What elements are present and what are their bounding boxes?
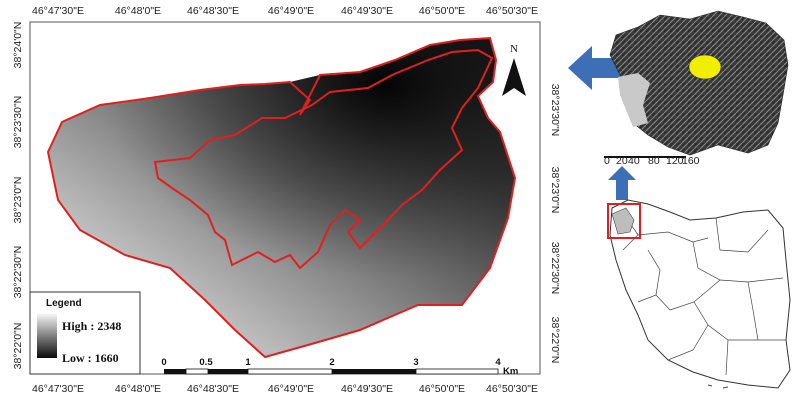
scale-bar-segment [415,368,499,375]
right-coord-label: 38°22'30"N [549,242,561,295]
left-coord-label: 38°22'0"N [12,323,24,370]
top-coord-label: 46°47'30"E [32,5,84,17]
scale-bar-segment [208,369,248,374]
province-borders [622,217,786,376]
watershed-dem-shade [48,38,515,357]
legend-color-ramp [37,314,57,358]
bottom-coord-label: 46°50'30"E [486,383,538,395]
iran-outline [609,199,791,389]
bottom-coord-label: 46°49'0"E [268,383,314,395]
right-coord-label: 38°23'30"N [549,84,561,137]
relief-scale-label: 80 [648,155,660,165]
top-coord-label: 46°50'30"E [486,5,538,17]
top-coord-label: 46°50'0"E [419,5,465,17]
scale-label: 0 [161,357,166,368]
relief-scale-label: 160 [682,155,700,165]
right-coordinate-labels: 38°23'30"N 38°23'0"N 38°22'30"N 38°22'0"… [549,84,561,364]
scale-bar-segment [332,369,416,374]
bottom-coord-label: 46°48'0"E [115,383,161,395]
left-coordinate-labels: 38°24'0"N 38°23'30"N 38°23'0"N 38°22'30"… [12,22,24,370]
left-coord-label: 38°23'30"N [12,96,24,149]
legend: Legend High : 2348 Low : 1660 [29,291,141,375]
bottom-coord-label: 46°50'0"E [419,383,465,395]
bottom-coordinate-labels: 46°47'30"E 46°48'0"E 46°48'30"E 46°49'0"… [32,383,538,395]
watershed-inner-boundary [153,48,494,270]
left-coord-label: 38°24'0"N [12,22,24,69]
top-coord-label: 46°48'0"E [115,5,161,17]
relief-scale-label: 40 [628,155,640,165]
gulf-islands [707,384,729,389]
relief-scale-label: 20 [616,155,628,165]
top-coord-label: 46°49'0"E [268,5,314,17]
north-arrow: N [502,43,526,96]
scale-bar-segment [185,368,209,375]
relief-scale-label: 0 [604,155,610,165]
scale-label: 1 [245,357,251,368]
study-area-marker [688,54,722,80]
dem-map-panel: 46°47'30"E 46°48'0"E 46°48'30"E 46°49'0"… [12,5,561,395]
watershed-outer-boundary [46,36,517,359]
highlight-box [607,203,641,239]
iran-provinces-inset [607,199,791,389]
scale-label: 0.5 [199,357,213,368]
legend-low-label: Low : 1660 [62,351,119,365]
scale-label: 4 [495,357,501,368]
right-coord-label: 38°22'0"N [549,317,561,364]
scale-bar: 0 0.5 1 2 3 4 Km [161,357,518,377]
pointer-arrow-up [608,166,636,200]
left-coord-label: 38°23'0"N [12,177,24,224]
north-arrow-icon [502,58,526,96]
scale-bar-segment [247,368,333,375]
right-coord-label: 38°23'0"N [549,167,561,214]
bottom-coord-label: 46°49'30"E [341,383,393,395]
bottom-coord-label: 46°48'30"E [187,383,239,395]
scale-label: 3 [413,357,418,368]
relief-inset: 0 20 40 80 120 160 [604,10,789,165]
scale-unit: Km [503,366,518,377]
up-arrow-icon [608,166,636,200]
scale-bar-segment [164,369,186,374]
bottom-coord-label: 46°47'30"E [32,383,84,395]
ardabil-province [611,207,635,235]
legend-box [29,291,141,375]
north-label: N [510,43,518,55]
left-coord-label: 38°22'30"N [12,246,24,299]
top-coord-label: 46°49'30"E [341,5,393,17]
top-coordinate-labels: 46°47'30"E 46°48'0"E 46°48'30"E 46°49'0"… [32,5,538,17]
relief-lowland [618,73,650,127]
scale-label: 2 [329,357,334,368]
legend-high-label: High : 2348 [62,319,121,333]
relief-scale-label: 120 [666,155,684,165]
legend-title: Legend [46,298,82,309]
top-coord-label: 46°48'30"E [187,5,239,17]
